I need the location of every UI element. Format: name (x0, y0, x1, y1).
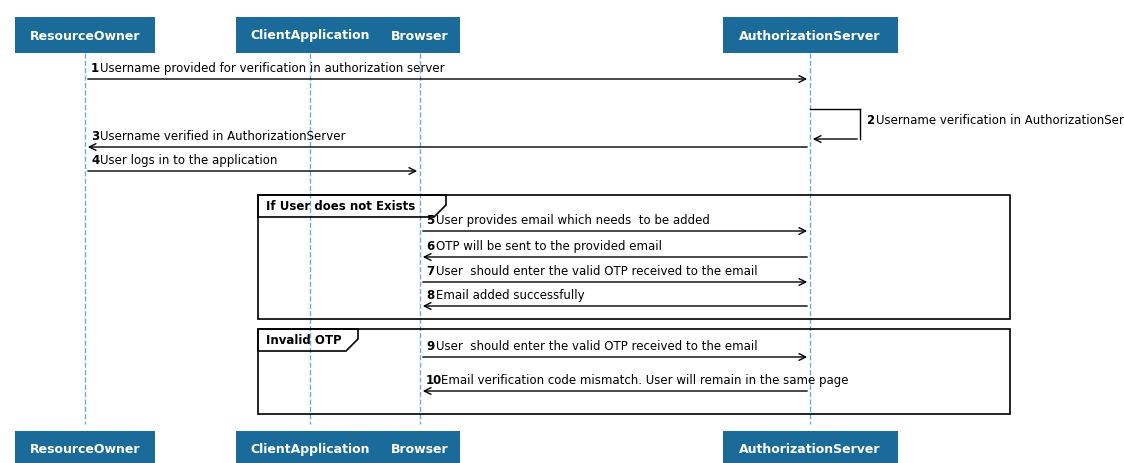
Text: Browser: Browser (391, 443, 448, 456)
Text: ClientApplication: ClientApplication (251, 443, 370, 456)
Text: 8: 8 (426, 288, 434, 301)
Text: Browser: Browser (391, 30, 448, 43)
Bar (236, 431, 384, 463)
Text: 7: 7 (426, 264, 434, 277)
Text: User logs in to the application: User logs in to the application (100, 154, 278, 167)
Bar (259, 329, 1010, 414)
Text: AuthorizationServer: AuthorizationServer (740, 30, 881, 43)
Bar (723, 18, 897, 54)
Text: Email added successfully: Email added successfully (435, 288, 584, 301)
Text: OTP will be sent to the provided email: OTP will be sent to the provided email (435, 239, 662, 252)
Text: Email verification code mismatch. User will remain in the same page: Email verification code mismatch. User w… (441, 373, 849, 386)
Bar (15, 431, 155, 463)
Text: 6: 6 (426, 239, 434, 252)
Text: User provides email which needs  to be added: User provides email which needs to be ad… (435, 213, 709, 226)
Text: If User does not Exists: If User does not Exists (266, 200, 415, 213)
Text: AuthorizationServer: AuthorizationServer (740, 443, 881, 456)
Text: 3: 3 (91, 130, 99, 143)
Bar (236, 18, 384, 54)
Text: 9: 9 (426, 339, 434, 352)
Text: ClientApplication: ClientApplication (251, 30, 370, 43)
Bar (15, 18, 155, 54)
Bar (723, 431, 897, 463)
Text: 2: 2 (865, 114, 874, 127)
Text: ResourceOwner: ResourceOwner (29, 30, 140, 43)
Text: 1: 1 (91, 62, 99, 75)
Text: 4: 4 (91, 154, 99, 167)
Text: Invalid OTP: Invalid OTP (266, 334, 342, 347)
Text: User  should enter the valid OTP received to the email: User should enter the valid OTP received… (435, 264, 758, 277)
Text: 5: 5 (426, 213, 434, 226)
Text: Username provided for verification in authorization server: Username provided for verification in au… (100, 62, 445, 75)
Bar (259, 195, 1010, 319)
Text: Username verification in AuthorizationServer: Username verification in AuthorizationSe… (876, 114, 1124, 127)
Text: Username verified in AuthorizationServer: Username verified in AuthorizationServer (100, 130, 346, 143)
Bar (380, 18, 460, 54)
Text: ResourceOwner: ResourceOwner (29, 443, 140, 456)
Text: 10: 10 (426, 373, 442, 386)
Text: User  should enter the valid OTP received to the email: User should enter the valid OTP received… (435, 339, 758, 352)
Bar (380, 431, 460, 463)
